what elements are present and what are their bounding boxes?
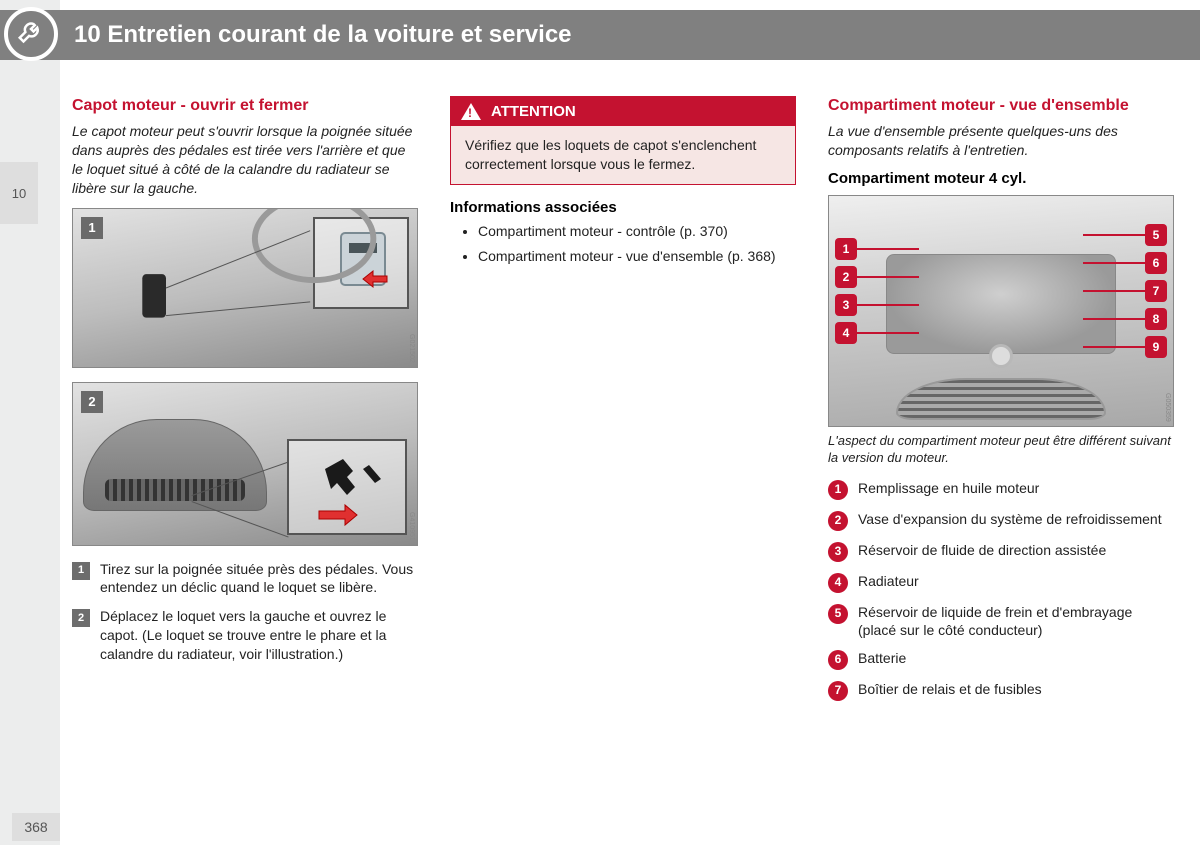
figure-engine-bay: G050359 1 2 3 4 5 6 7 8 9 bbox=[828, 195, 1174, 427]
chapter-title: 10 Entretien courant de la voiture et se… bbox=[74, 21, 572, 49]
warning-icon bbox=[461, 103, 481, 120]
callout-tag: 4 bbox=[835, 322, 857, 344]
callout-line bbox=[1083, 318, 1145, 320]
list-marker: 3 bbox=[828, 542, 848, 562]
callout-line bbox=[857, 276, 919, 278]
figure-caption: L'aspect du compartiment moteur peut êtr… bbox=[828, 433, 1174, 467]
column-middle: ATTENTION Vérifiez que les loquets de ca… bbox=[450, 96, 796, 801]
section-intro: Le capot moteur peut s'ouvrir lorsque la… bbox=[72, 122, 418, 198]
attention-label: ATTENTION bbox=[491, 103, 576, 120]
callout-line bbox=[1083, 290, 1145, 292]
associated-item: Compartiment moteur - vue d'ensemble (p.… bbox=[478, 247, 796, 266]
engine-block-illustration bbox=[886, 254, 1116, 354]
column-right: Compartiment moteur - vue d'ensemble La … bbox=[828, 96, 1174, 801]
callout-tag: 8 bbox=[1145, 308, 1167, 330]
page-root: 10 368 10 Entretien courant de la voitur… bbox=[0, 0, 1200, 845]
section-intro: La vue d'ensemble présente quelques-uns … bbox=[828, 122, 1174, 160]
list-text: Batterie bbox=[858, 649, 906, 670]
step-text: Tirez sur la poignée située près des péd… bbox=[100, 560, 418, 598]
callout-line bbox=[1083, 346, 1145, 348]
figure-hood-latch: 2 G410951 bbox=[72, 382, 418, 546]
list-marker: 4 bbox=[828, 573, 848, 593]
step-text: Déplacez le loquet vers la gauche et ouv… bbox=[100, 607, 418, 664]
callout-tag: 5 bbox=[1145, 224, 1167, 246]
list-text: Boîtier de relais et de fusibles bbox=[858, 680, 1042, 701]
callout-line bbox=[857, 248, 919, 250]
numbered-list: 1 Remplissage en huile moteur 2 Vase d'expa… bbox=[828, 479, 1174, 701]
list-marker: 7 bbox=[828, 681, 848, 701]
callout-line bbox=[1083, 234, 1145, 236]
car-grille bbox=[896, 378, 1106, 420]
associated-item: Compartiment moteur - contrôle (p. 370) bbox=[478, 222, 796, 241]
list-text: Vase d'expansion du système de refroidis… bbox=[858, 510, 1162, 531]
step-item: 1 Tirez sur la poignée située près des p… bbox=[72, 560, 418, 598]
list-marker: 2 bbox=[828, 511, 848, 531]
list-item: 4 Radiateur bbox=[828, 572, 1174, 593]
list-item: 6 Batterie bbox=[828, 649, 1174, 670]
section-title: Capot moteur - ouvrir et fermer bbox=[72, 96, 418, 116]
page-gutter: 10 368 bbox=[0, 0, 60, 845]
figure-code: G410951 bbox=[408, 512, 415, 541]
list-item: 3 Réservoir de fluide de direction assist… bbox=[828, 541, 1174, 562]
section-title: Compartiment moteur - vue d'ensemble bbox=[828, 96, 1174, 116]
list-item: 2 Vase d'expansion du système de refroidi… bbox=[828, 510, 1174, 531]
list-text: Réservoir de fluide de direction assisté… bbox=[858, 541, 1106, 562]
car-emblem bbox=[989, 344, 1013, 368]
figure-hood-handle: 1 G021502 bbox=[72, 208, 418, 368]
list-text: Remplissage en huile moteur bbox=[858, 479, 1039, 500]
step-item: 2 Déplacez le loquet vers la gauche et o… bbox=[72, 607, 418, 664]
chapter-header: 10 Entretien courant de la voiture et se… bbox=[0, 10, 1200, 60]
list-text: Radiateur bbox=[858, 572, 919, 593]
attention-body: Vérifiez que les loquets de capot s'encl… bbox=[451, 126, 795, 184]
figure-code: G021502 bbox=[408, 334, 415, 363]
callout-tag: 9 bbox=[1145, 336, 1167, 358]
subheading: Compartiment moteur 4 cyl. bbox=[828, 170, 1174, 187]
callout-tag: 1 bbox=[835, 238, 857, 260]
list-item: 7 Boîtier de relais et de fusibles bbox=[828, 680, 1174, 701]
list-item: 5 Réservoir de liquide de frein et d'embr… bbox=[828, 603, 1174, 639]
list-marker: 6 bbox=[828, 650, 848, 670]
callout-tag: 7 bbox=[1145, 280, 1167, 302]
figure-code: G050359 bbox=[1164, 393, 1171, 422]
chapter-tab: 10 bbox=[0, 162, 38, 224]
list-marker: 5 bbox=[828, 604, 848, 624]
attention-box: ATTENTION Vérifiez que les loquets de ca… bbox=[450, 96, 796, 185]
callout-line bbox=[1083, 262, 1145, 264]
page-number: 368 bbox=[12, 813, 60, 841]
step-marker: 2 bbox=[72, 609, 90, 627]
step-marker: 1 bbox=[72, 562, 90, 580]
list-marker: 1 bbox=[828, 480, 848, 500]
callout-tag: 2 bbox=[835, 266, 857, 288]
associated-list: Compartiment moteur - contrôle (p. 370) … bbox=[450, 222, 796, 266]
callout-tag: 6 bbox=[1145, 252, 1167, 274]
column-left: Capot moteur - ouvrir et fermer Le capot… bbox=[72, 96, 418, 801]
callout-tag: 3 bbox=[835, 294, 857, 316]
list-text: Réservoir de liquide de frein et d'embra… bbox=[858, 603, 1174, 639]
step-list: 1 Tirez sur la poignée située près des p… bbox=[72, 560, 418, 664]
associated-heading: Informations associées bbox=[450, 199, 796, 216]
wrench-icon bbox=[4, 7, 58, 61]
attention-header: ATTENTION bbox=[451, 97, 795, 126]
callout-line bbox=[857, 304, 919, 306]
list-item: 1 Remplissage en huile moteur bbox=[828, 479, 1174, 500]
callout-line bbox=[857, 332, 919, 334]
content-columns: Capot moteur - ouvrir et fermer Le capot… bbox=[72, 96, 1174, 801]
